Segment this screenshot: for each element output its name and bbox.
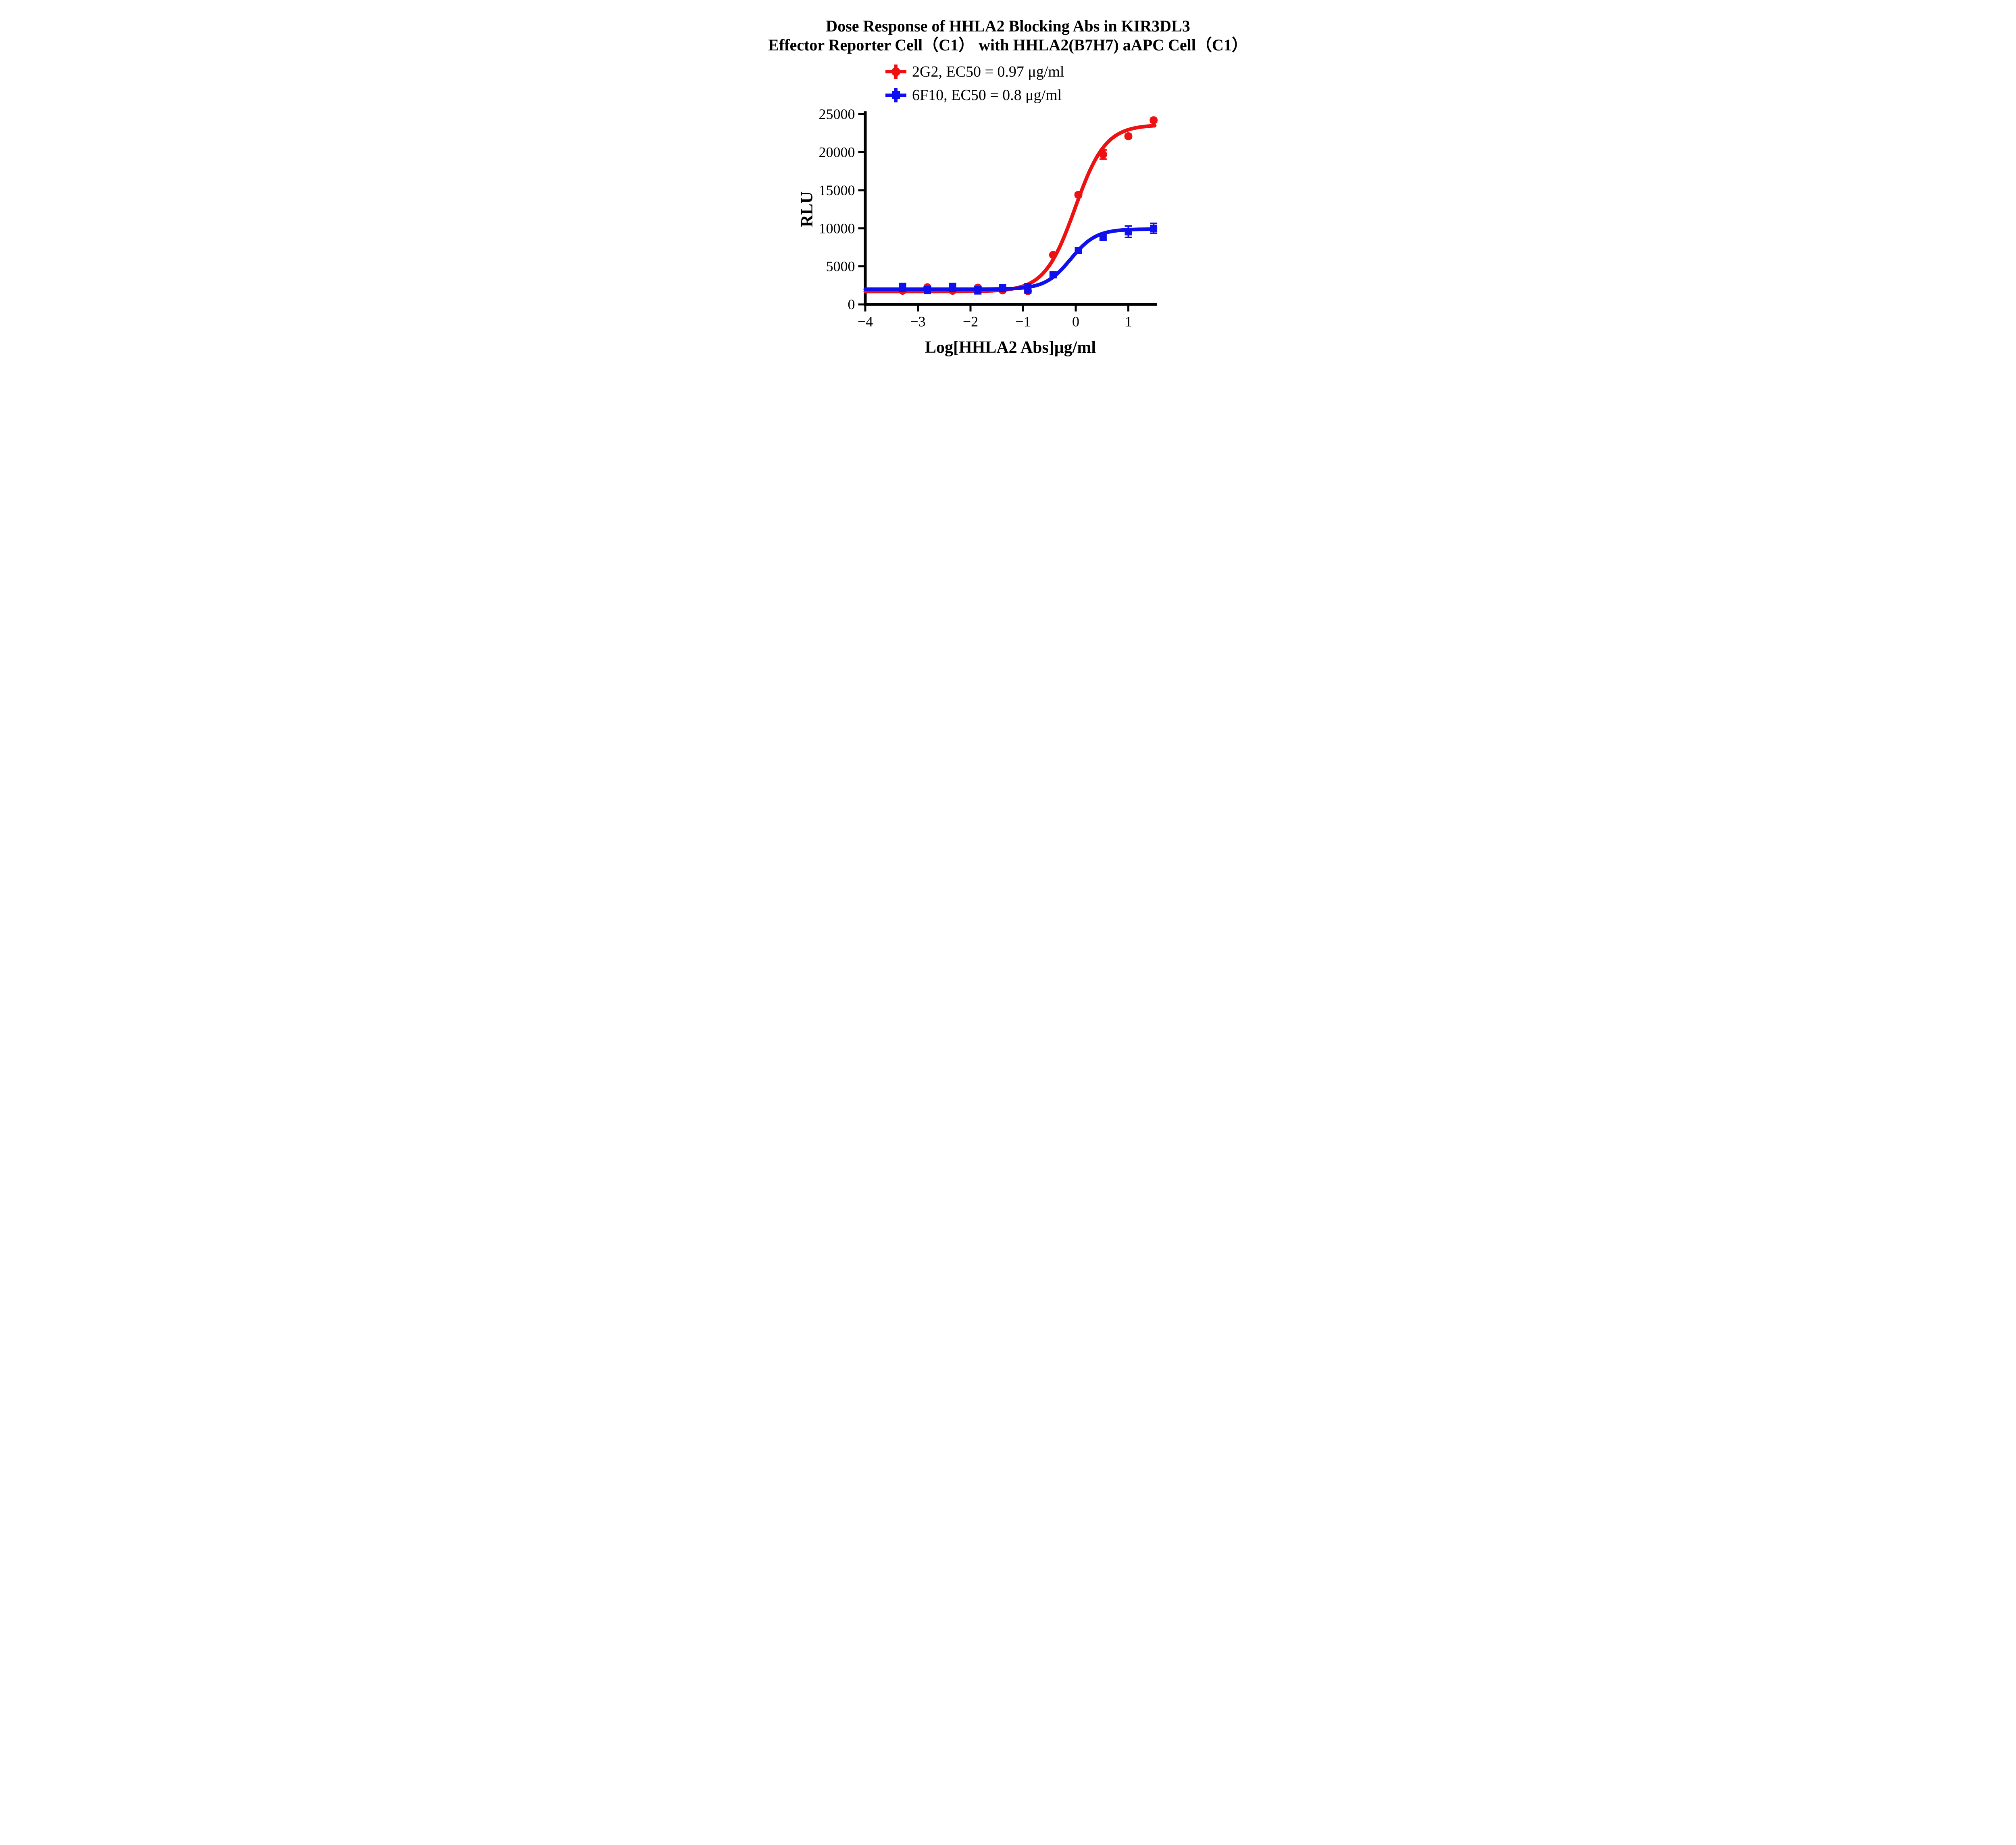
x-tick-label: −2 [963,314,978,330]
x-tick-label: −4 [858,314,873,330]
data-point-6f10 [1125,228,1132,235]
y-tick [858,113,864,115]
data-point-6f10 [1049,271,1057,279]
x-tick [917,306,919,312]
y-tick [858,265,864,268]
x-tick [969,306,972,312]
data-point-2g2 [1049,251,1057,259]
chart-title-line1: Dose Response of HHLA2 Blocking Abs in K… [826,17,1190,35]
data-point-6f10 [899,283,906,291]
legend-item-6f10: 6F10, EC50 = 0.8 μg/ml [885,86,1064,104]
x-axis-title: Log[HHLA2 Abs]μg/ml [925,338,1096,357]
circle-marker-icon [885,65,906,79]
square-marker-icon [885,88,906,102]
y-tick-label: 25000 [819,106,855,122]
fit-curve-2g2 [863,124,1157,294]
fit-curve-6f10 [863,227,1157,291]
chart-title-line2: Effector Reporter Cell（C1） with HHLA2(B7… [768,36,1248,54]
data-point-2g2 [1150,116,1158,125]
y-tick [858,227,864,229]
y-tick [858,151,864,154]
chart-title: Dose Response of HHLA2 Blocking Abs in K… [730,17,1286,54]
y-tick-label: 5000 [826,258,855,275]
x-tick-label: −3 [910,314,925,330]
legend: 2G2, EC50 = 0.97 μg/ml 6F10, EC50 = 0.8 … [885,63,1064,110]
x-tick [864,306,866,312]
x-tick-label: −1 [1015,314,1031,330]
legend-label-2g2: 2G2, EC50 = 0.97 μg/ml [912,63,1064,80]
data-point-2g2 [1074,191,1083,199]
y-tick-label: 10000 [819,220,855,236]
x-tick [1127,306,1129,312]
y-tick-label: 20000 [819,144,855,160]
legend-item-2g2: 2G2, EC50 = 0.97 μg/ml [885,63,1064,81]
data-point-6f10 [1024,285,1032,292]
dose-response-figure: Dose Response of HHLA2 Blocking Abs in K… [730,0,1286,369]
data-point-6f10 [923,286,931,294]
y-tick [858,303,864,306]
dose-response-chart: 0 5000 10000 15000 20000 25000 −4 −3 −2 −1 0 1 [819,106,1158,330]
x-tick-label: 1 [1125,314,1132,330]
x-tick-label: 0 [1072,314,1079,330]
data-point-6f10 [999,284,1006,292]
x-axis-line [864,303,1157,306]
data-point-6f10 [1099,233,1107,241]
x-tick [1022,306,1024,312]
data-point-2g2 [1099,150,1107,159]
y-tick-label: 0 [848,296,855,312]
data-point-2g2 [1124,132,1133,140]
legend-label-6f10: 6F10, EC50 = 0.8 μg/ml [912,87,1062,104]
data-point-6f10 [974,287,982,294]
data-point-6f10 [1075,246,1082,254]
y-axis-title: RLU [798,191,816,227]
y-axis-line [864,111,867,306]
data-point-6f10 [949,283,956,291]
data-point-6f10 [1150,225,1158,232]
y-tick [858,189,864,192]
x-tick [1075,306,1077,312]
y-tick-label: 15000 [819,182,855,198]
